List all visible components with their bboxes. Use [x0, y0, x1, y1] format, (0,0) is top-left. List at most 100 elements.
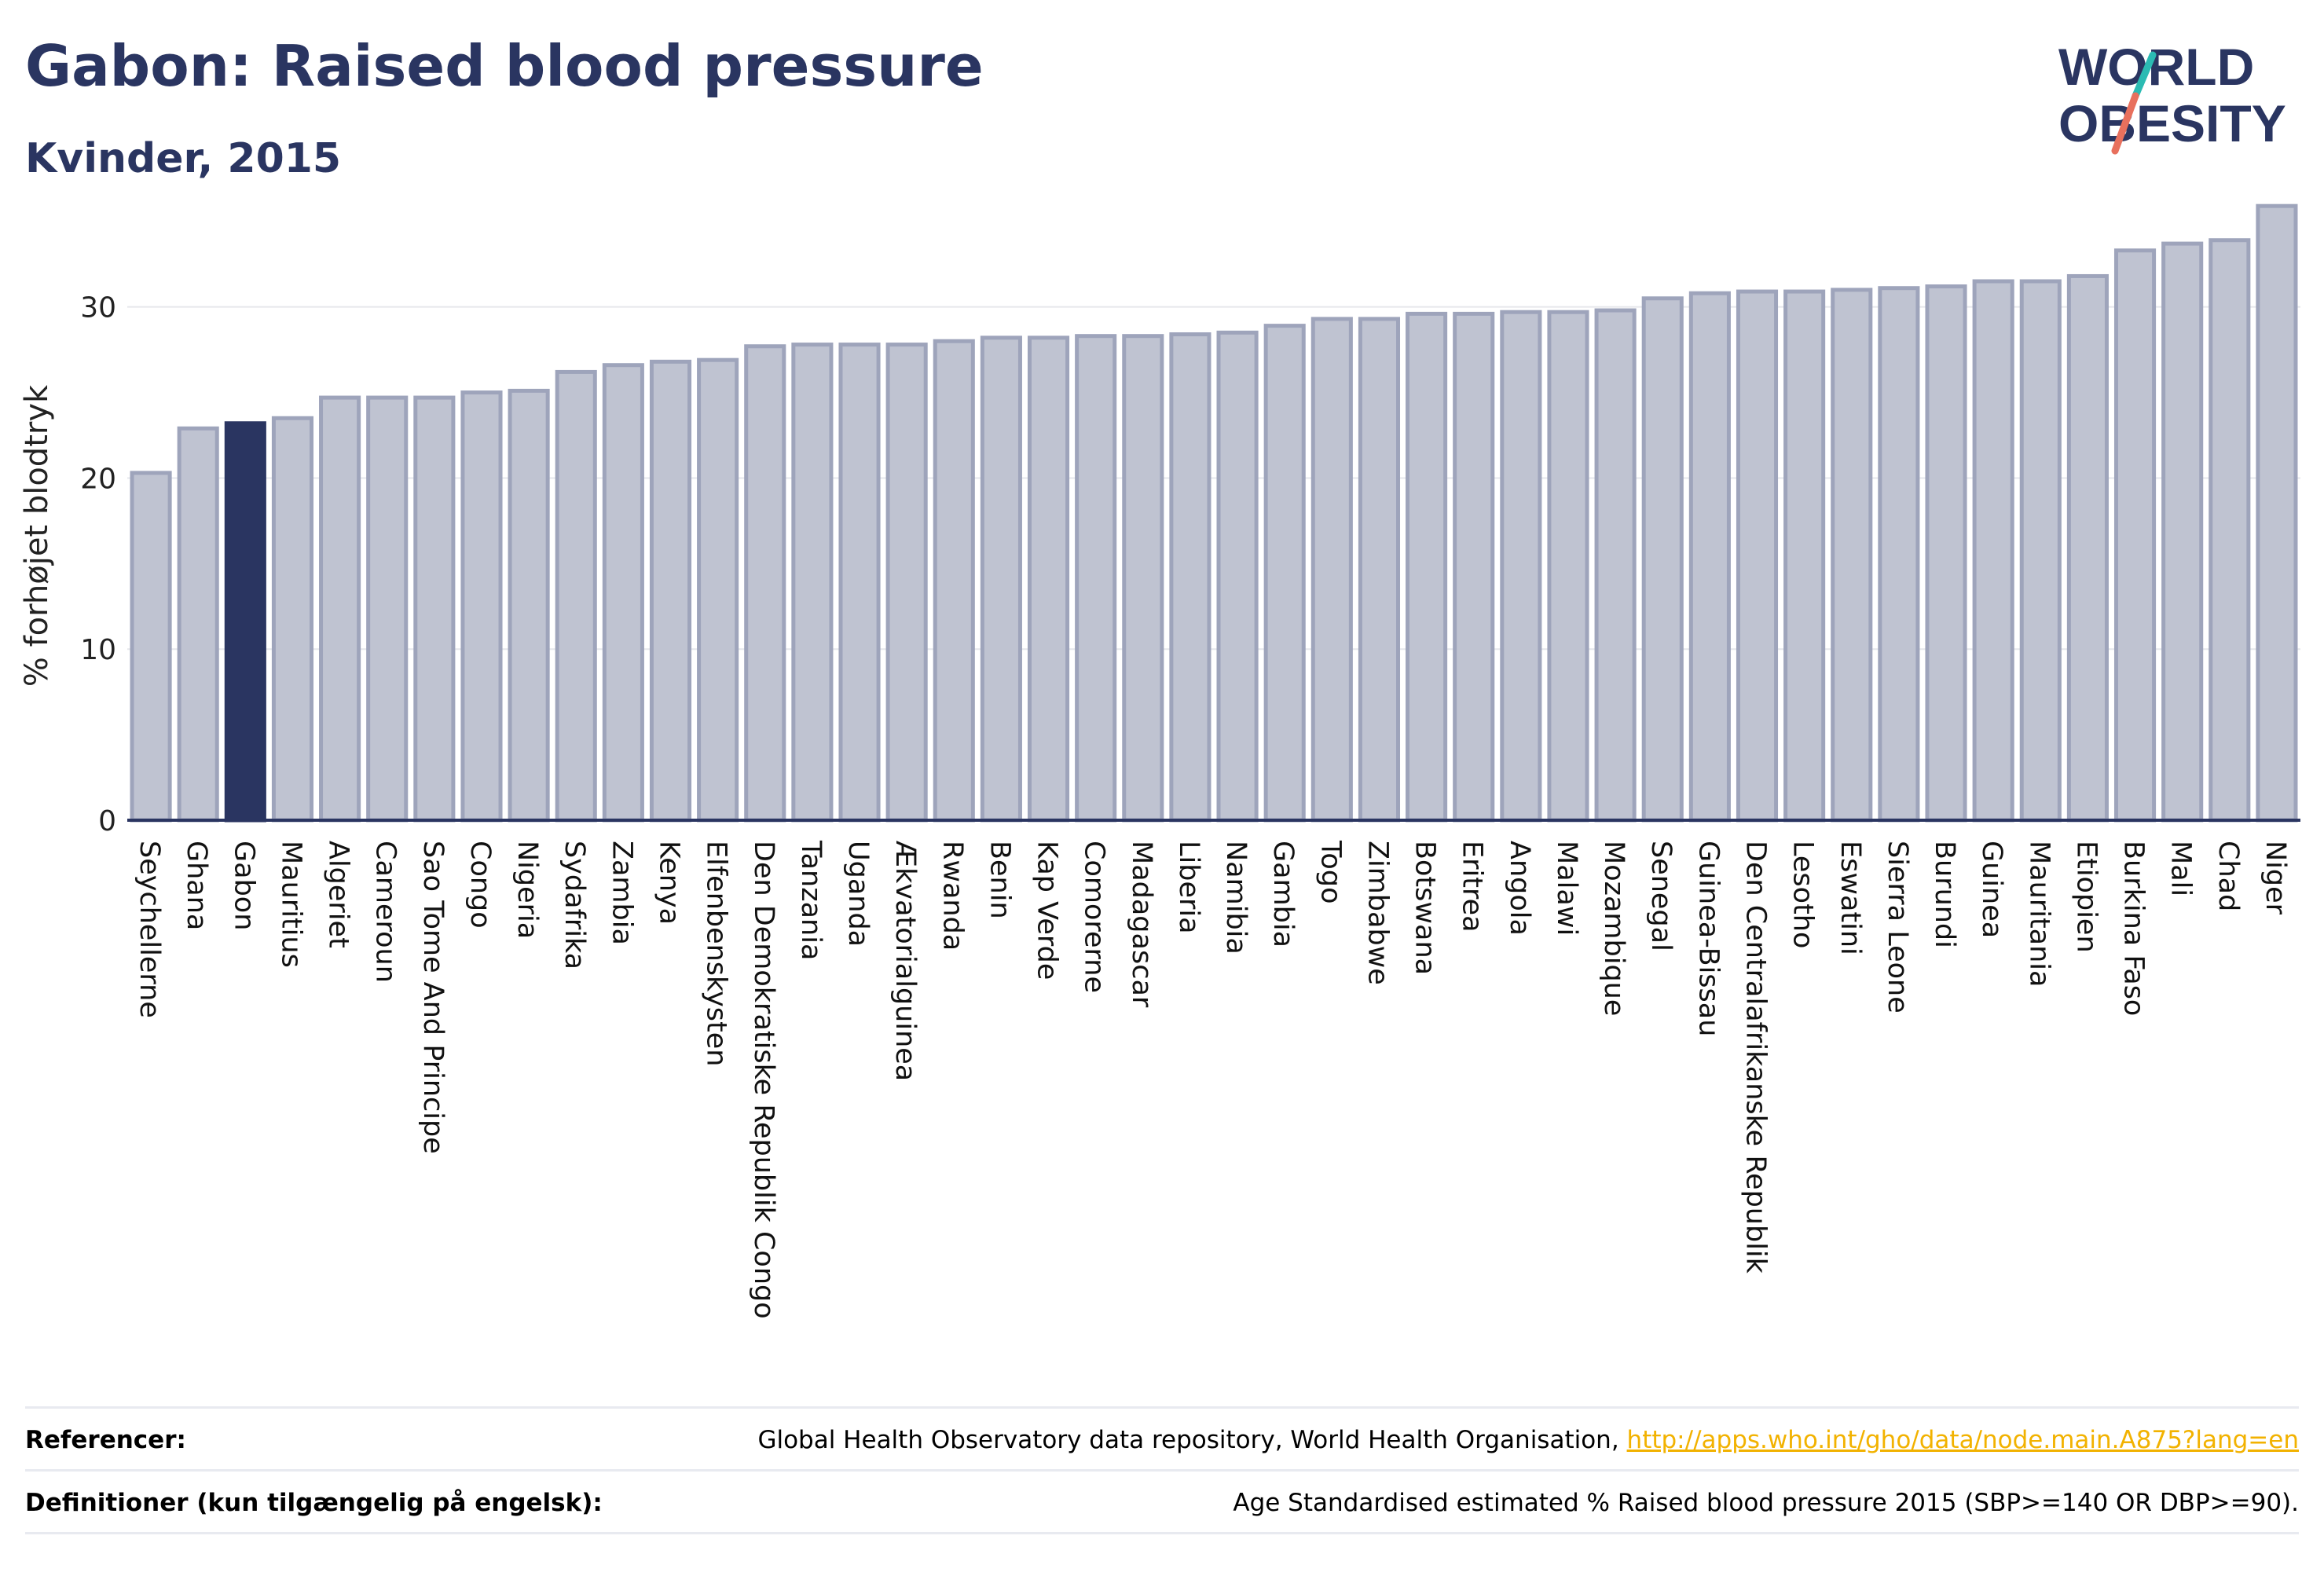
page-subtitle: Kvinder, 2015 [25, 135, 342, 182]
bar [791, 343, 834, 823]
x-tick-label: Uganda [842, 841, 874, 947]
references-row: Referencer: Global Health Observatory da… [25, 1406, 2299, 1472]
bar [460, 390, 503, 823]
bar [2019, 279, 2062, 823]
bar [177, 426, 219, 823]
bar [1216, 330, 1259, 823]
bar [1594, 308, 1637, 823]
logo-line2: OBESITY [2058, 94, 2286, 152]
x-tick-label: Guinea-Bissau [1692, 841, 1724, 1036]
bar [1783, 289, 1826, 823]
x-tick-label: Kap Verde [1032, 841, 1063, 980]
x-tick-label: Senegal [1645, 841, 1677, 951]
x-tick-label: Seychellerne [134, 841, 165, 1018]
x-tick-label: Zimbabwe [1362, 841, 1393, 985]
x-tick-label: Mali [2165, 841, 2197, 896]
x-tick-label: Eritrea [1457, 841, 1488, 933]
references-link[interactable]: http://apps.who.int/gho/data/node.main.A… [1626, 1426, 2299, 1454]
y-axis-label: % forhøjet blodtryk [19, 384, 55, 687]
x-tick-label: Togo [1314, 840, 1346, 903]
page-title: Gabon: Raised blood pressure [25, 33, 984, 99]
x-tick-label: Comorerne [1079, 841, 1110, 993]
bar [1547, 310, 1589, 823]
logo-line1: WORLD [2058, 38, 2254, 96]
bar-chart: 0 10 20 30 % forhøjet blodtryk Seychellerne Gh… [19, 203, 2300, 1319]
bar [1925, 284, 1967, 823]
bar-highlight [224, 421, 266, 823]
x-tick-label: Burundi [1929, 841, 1960, 948]
x-tick-label: Botswana [1409, 841, 1441, 975]
definitions-text: Age Standardised estimated % Raised bloo… [1233, 1489, 2299, 1517]
bar [1688, 291, 1731, 823]
y-tick-label: 20 [80, 463, 116, 495]
x-tick-label: Ghana [181, 841, 212, 930]
x-tick-label: Tanzania [795, 840, 827, 960]
x-tick-label: Namibia [1220, 841, 1252, 955]
bar [413, 395, 456, 823]
x-tick-label: Niger [2260, 841, 2291, 915]
bar [1453, 311, 1495, 823]
x-tick-label: Kenya [654, 841, 685, 925]
y-tick-label: 30 [80, 292, 116, 324]
x-tick-label: Angola [1504, 841, 1535, 936]
x-tick-label: Burkina Faso [2118, 841, 2150, 1016]
bar [744, 344, 786, 823]
x-tick-label: Rwanda [937, 841, 968, 951]
x-tick-label: Sydafrika [559, 841, 590, 969]
bar [838, 343, 881, 823]
bar [2066, 273, 2109, 823]
bar [1736, 289, 1779, 823]
bar [555, 369, 597, 823]
bar [885, 343, 928, 823]
bar [319, 395, 361, 823]
x-tick-label: Zambia [606, 841, 637, 945]
x-tick-label: Elfenbenskysten [701, 841, 732, 1066]
bar [1831, 288, 1873, 823]
bar [649, 359, 692, 823]
x-tick-label: Gabon [228, 841, 259, 930]
bar [1972, 279, 2014, 823]
x-tick-label: Madagascar [1126, 841, 1157, 1008]
x-tick-label: Mauritania [2023, 841, 2055, 987]
y-tick-label: 0 [98, 805, 116, 837]
bar [1169, 332, 1211, 823]
bar [1122, 334, 1164, 823]
definitions-row: Definitioner (kun tilgængelig på engelsk… [25, 1469, 2299, 1534]
bar [130, 471, 172, 823]
bar [602, 363, 644, 823]
bar [980, 335, 1022, 823]
x-tick-label: Gambia [1267, 841, 1299, 947]
bar [1310, 317, 1353, 823]
x-tick-label: Den Demokratiske Republik Congo [748, 841, 779, 1319]
bar [1641, 296, 1684, 823]
bar [1027, 335, 1070, 823]
x-tick-label: Chad [2212, 841, 2244, 911]
bar [697, 357, 739, 823]
x-tick-label: Congo [464, 841, 496, 929]
x-tick-label: Malawi [1551, 841, 1582, 936]
x-tick-label: Nigeria [511, 841, 543, 939]
x-tick-label: Mozambique [1598, 841, 1629, 1016]
x-tick-label: Sao Tome And Principe [417, 841, 449, 1154]
x-tick-label: Ækvatorialguinea [889, 841, 921, 1081]
references-text: Global Health Observatory data repositor… [757, 1426, 2299, 1454]
x-tick-label: Den Centralafrikanske Republik [1740, 841, 1772, 1274]
logo-slash-teal [2132, 51, 2157, 100]
bar [2161, 241, 2204, 823]
x-tick-label: Sierra Leone [1882, 841, 1913, 1013]
bar [1263, 324, 1306, 823]
bar [271, 416, 314, 823]
x-tick-label: Cameroun [370, 841, 401, 983]
bar [2209, 238, 2251, 823]
definitions-label: Definitioner (kun tilgængelig på engelsk… [25, 1489, 603, 1517]
world-obesity-logo: WORLD OBESITY [2058, 38, 2286, 155]
bar [1878, 286, 1920, 823]
references-source: Global Health Observatory data repositor… [757, 1426, 1627, 1454]
footer-divider [25, 1532, 2299, 1534]
x-tick-label: Etiopien [2070, 841, 2102, 953]
x-tick-label: Mauritius [275, 841, 306, 968]
bar [508, 388, 550, 823]
bar [1075, 334, 1117, 823]
y-tick-label: 10 [80, 634, 116, 666]
x-tick-label: Benin [984, 841, 1015, 919]
